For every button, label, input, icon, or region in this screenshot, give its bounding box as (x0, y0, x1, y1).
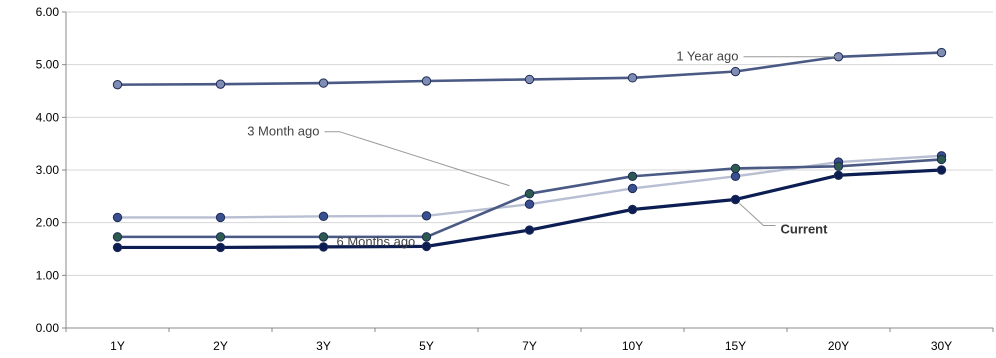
data-point (936, 154, 947, 165)
data-point (936, 47, 947, 58)
data-point (318, 242, 329, 252)
data-point (730, 163, 741, 174)
x-tick-label: 15Y (725, 339, 746, 353)
data-point (215, 212, 226, 223)
data-point (215, 232, 226, 242)
data-point (524, 74, 535, 85)
data-point (215, 79, 226, 89)
annotation-leader (324, 131, 510, 187)
y-tick-label: 2.00 (36, 216, 60, 230)
data-point (730, 171, 741, 182)
data-point (318, 78, 329, 88)
x-tick-label: 5Y (419, 339, 434, 353)
axes (62, 11, 994, 332)
data-point (627, 73, 638, 83)
data-point (524, 189, 535, 199)
data-point (112, 232, 123, 242)
data-point (421, 232, 432, 242)
y-tick-label: 3.00 (36, 163, 60, 177)
y-tick-label: 5.00 (36, 58, 60, 72)
x-tick-label: 10Y (622, 339, 643, 353)
data-point (936, 165, 947, 175)
data-point (730, 194, 741, 205)
data-point (112, 242, 123, 253)
data-point (112, 212, 123, 223)
annotation-leader (739, 203, 776, 226)
annotations: 1 Year ago 3 Month ago 6 Months ago Current (247, 48, 839, 249)
x-tick-label: 20Y (828, 339, 849, 353)
data-point (524, 225, 535, 235)
annotation-label: 3 Month ago (247, 124, 319, 139)
data-point (627, 204, 638, 215)
series-1 (112, 151, 947, 223)
x-tick-label: 7Y (522, 339, 537, 353)
data-point (524, 199, 535, 209)
data-point (421, 241, 432, 252)
data-point (421, 211, 432, 221)
y-tick-label: 6.00 (36, 5, 60, 19)
y-tick-label: 0.00 (36, 321, 60, 335)
y-tick-label: 4.00 (36, 110, 60, 124)
annotation-label: Current (781, 221, 829, 236)
data-point (421, 76, 432, 86)
series-3 (112, 165, 947, 253)
series-2 (112, 154, 947, 242)
series-0 (112, 47, 947, 90)
data-point (627, 183, 638, 194)
series-lines (112, 47, 947, 253)
data-point (833, 161, 844, 172)
data-point (112, 79, 123, 90)
y-tick-labels: 0.00 1.00 2.00 3.00 4.00 5.00 6.00 (36, 5, 60, 335)
annotation-label: 1 Year ago (676, 48, 738, 63)
data-point (833, 170, 844, 180)
data-point (318, 232, 329, 242)
data-point (730, 66, 741, 77)
gridlines (66, 11, 993, 276)
data-point (627, 171, 638, 182)
data-point (318, 211, 329, 222)
x-tick-label: 1Y (110, 339, 125, 353)
x-tick-label: 2Y (213, 339, 228, 353)
x-tick-labels: 1Y 2Y 3Y 5Y 7Y 10Y 15Y 20Y 30Y (110, 339, 952, 353)
y-tick-label: 1.00 (36, 268, 60, 282)
x-tick-label: 30Y (931, 339, 952, 353)
annotation-label: 6 Months ago (337, 234, 416, 249)
data-point (215, 242, 226, 253)
x-tick-label: 3Y (316, 339, 331, 353)
